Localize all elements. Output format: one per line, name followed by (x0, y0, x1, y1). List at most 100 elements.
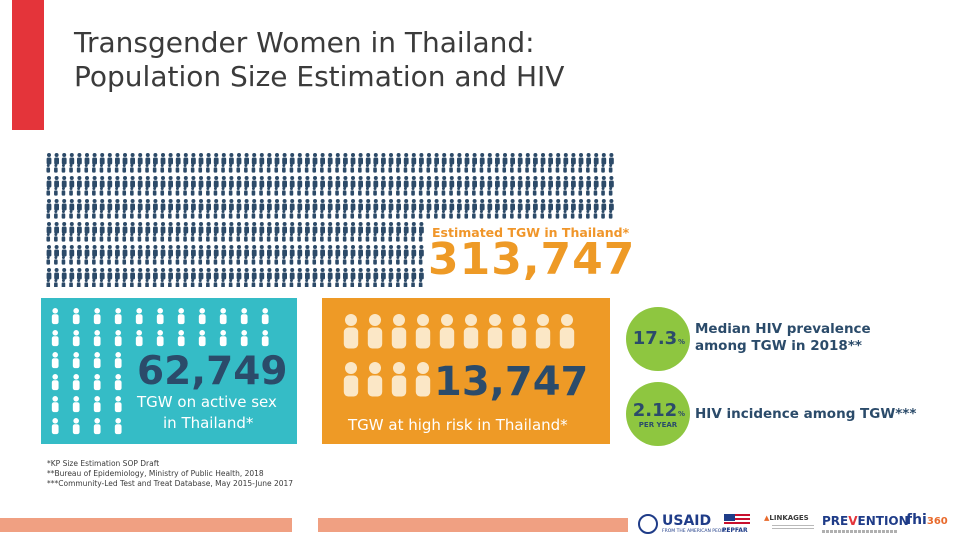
person-icon (282, 222, 287, 234)
prevention-logo-v: V (848, 514, 858, 528)
person-icon (198, 153, 204, 165)
person-icon (160, 279, 165, 287)
person-icon (411, 210, 415, 219)
person-icon (236, 233, 241, 242)
person-icon (145, 256, 149, 265)
person-icon (373, 222, 379, 234)
person-icon (54, 176, 59, 188)
person-icon (175, 210, 180, 219)
person-icon (61, 268, 67, 280)
person-icon (190, 233, 195, 242)
person-icon (221, 153, 227, 165)
person-icon (418, 210, 423, 219)
person-icon (479, 199, 485, 211)
high-risk-icon-grid (343, 314, 575, 397)
person-icon (555, 153, 561, 165)
person-icon (130, 279, 134, 287)
prevalence-badge: 17.3 % (626, 307, 690, 371)
person-icon (153, 199, 158, 211)
prevention-logo-part-2: ENTION (857, 514, 909, 528)
person-icon (343, 176, 348, 188)
person-icon (236, 256, 241, 265)
person-icon (388, 256, 393, 265)
person-icon (114, 279, 119, 287)
person-icon (463, 314, 479, 349)
person-icon (540, 164, 545, 173)
person-icon (160, 153, 166, 165)
person-icon (198, 256, 203, 265)
person-icon (517, 187, 522, 196)
person-icon (464, 153, 470, 165)
person-icon (152, 187, 157, 196)
person-icon (510, 176, 515, 188)
person-icon (609, 176, 614, 188)
person-icon (236, 245, 242, 257)
person-icon (388, 233, 393, 242)
person-icon (168, 199, 173, 211)
person-icon (267, 268, 272, 280)
person-icon (532, 164, 537, 173)
person-icon (320, 187, 324, 196)
person-icon (358, 176, 363, 188)
person-icon (373, 233, 377, 242)
person-icon (358, 222, 363, 234)
person-icon (153, 245, 158, 257)
usaid-logo-text: USAID (662, 513, 712, 529)
person-icon (213, 256, 218, 265)
person-icon (191, 222, 196, 234)
person-icon (320, 256, 324, 265)
person-icon (327, 222, 333, 234)
person-icon (145, 245, 151, 257)
person-icon (502, 164, 507, 173)
person-icon (304, 187, 309, 196)
person-icon (72, 330, 80, 347)
person-icon (358, 268, 363, 280)
person-icon (312, 210, 317, 219)
person-icon (578, 153, 584, 165)
person-icon (130, 153, 135, 165)
person-icon (84, 233, 89, 242)
person-icon (92, 176, 97, 188)
person-icon (464, 199, 470, 211)
person-icon (289, 176, 295, 188)
person-icon (396, 210, 400, 219)
person-icon (335, 153, 341, 165)
person-icon (342, 279, 347, 287)
person-icon (261, 308, 269, 325)
person-icon (114, 308, 122, 325)
person-icon (411, 222, 417, 234)
person-icon (153, 153, 158, 165)
person-icon (335, 199, 341, 211)
person-icon (342, 164, 347, 173)
person-icon (312, 256, 317, 265)
person-icon (130, 176, 135, 188)
person-icon (593, 176, 599, 188)
person-icon (479, 164, 484, 173)
person-icon (593, 199, 599, 211)
person-icon (160, 233, 165, 242)
person-icon (267, 199, 272, 211)
person-icon (593, 187, 598, 196)
person-icon (122, 210, 127, 219)
person-icon (343, 245, 348, 257)
person-icon (494, 187, 499, 196)
person-icon (335, 245, 341, 257)
person-icon (441, 176, 447, 188)
person-icon (472, 176, 477, 188)
person-icon (122, 153, 128, 165)
person-icon (419, 222, 424, 234)
fhi-logo-text: fhi (906, 512, 927, 528)
person-icon (586, 210, 590, 219)
person-icon (266, 164, 271, 173)
person-icon (365, 187, 370, 196)
person-icon (259, 153, 265, 165)
person-icon (365, 164, 370, 173)
person-icon (282, 245, 287, 257)
person-icon (267, 153, 272, 165)
person-icon (365, 268, 371, 280)
person-icon (548, 153, 553, 165)
person-icon (93, 352, 101, 369)
person-icon (381, 153, 386, 165)
footnote-3: ***Community-Led Test and Treat Database… (47, 479, 294, 488)
person-icon (92, 153, 97, 165)
